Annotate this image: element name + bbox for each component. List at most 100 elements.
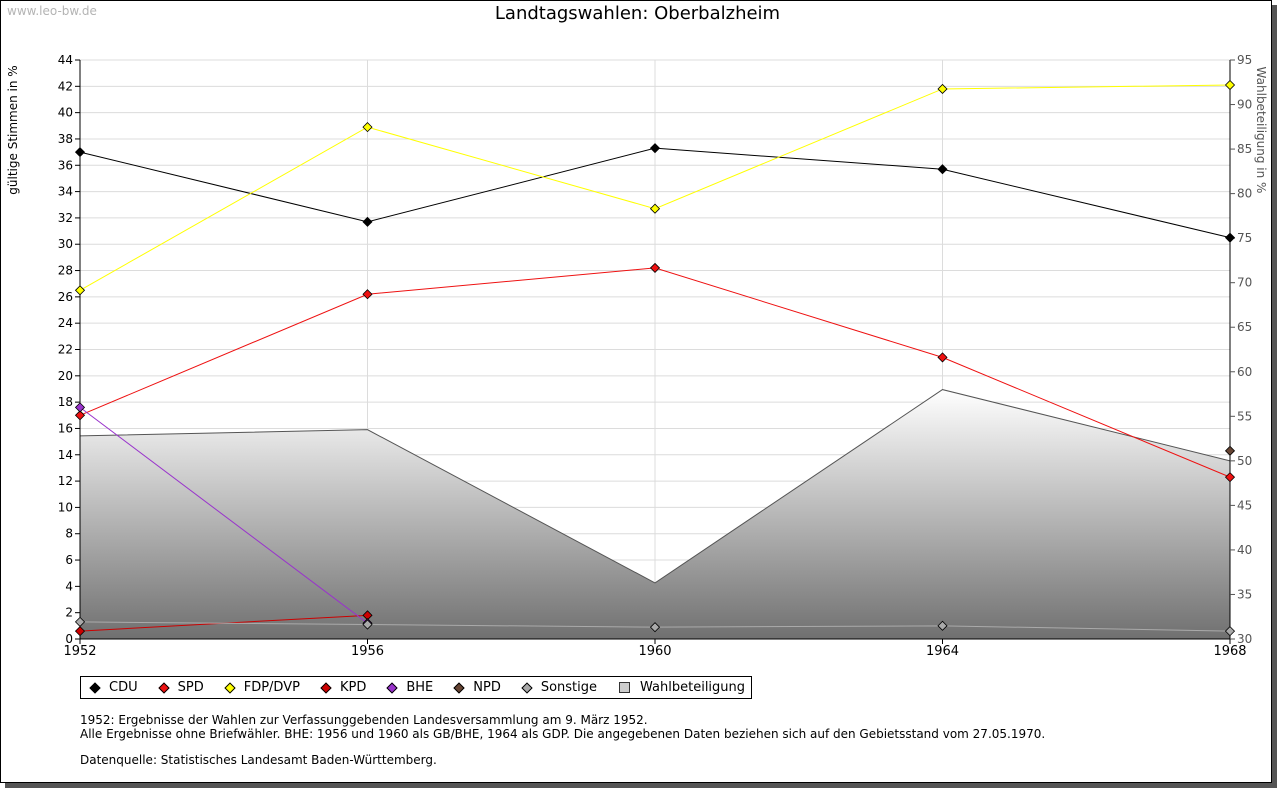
data-point-fdp-dvp bbox=[362, 122, 373, 133]
y-left-tick-label: 20 bbox=[58, 369, 73, 383]
chart-title: Landtagswahlen: Oberbalzheim bbox=[494, 3, 781, 24]
legend-marker-cdu bbox=[89, 681, 101, 694]
note-line-2: Alle Ergebnisse ohne Briefwähler. BHE: 1… bbox=[80, 727, 1046, 741]
legend-item-spd: SPD bbox=[156, 680, 204, 695]
data-point-sonstige bbox=[74, 616, 86, 627]
y-right-tick-label: 90 bbox=[1237, 98, 1252, 112]
y-right-tick-label: 85 bbox=[1237, 142, 1252, 156]
y-left-tick-label: 0 bbox=[65, 632, 73, 646]
y-right-tick-label: 70 bbox=[1237, 276, 1252, 290]
y-left-tick-label: 14 bbox=[58, 448, 73, 462]
y-left-tick-label: 22 bbox=[58, 343, 73, 357]
turnout-area bbox=[80, 389, 1230, 639]
legend-marker-kpd bbox=[320, 681, 332, 694]
legend-item-kpd: KPD bbox=[318, 680, 366, 695]
y-left-tick-label: 16 bbox=[58, 421, 73, 435]
legend-label-npd: NPD bbox=[473, 680, 501, 695]
y-right-tick-label: 35 bbox=[1237, 587, 1252, 601]
x-tick-label: 1964 bbox=[926, 644, 959, 659]
legend-label-kpd: KPD bbox=[339, 680, 367, 695]
legend-label-sonstige: Sonstige bbox=[540, 680, 598, 695]
series-line-bhe bbox=[79, 407, 368, 624]
data-point-cdu bbox=[362, 216, 373, 227]
data-point-bhe bbox=[74, 402, 86, 413]
legend-item-wahlbeteiligung: Wahlbeteiligung bbox=[615, 680, 745, 695]
y-right-tick-label: 75 bbox=[1237, 231, 1252, 245]
legend-item-npd: NPD bbox=[451, 680, 501, 695]
turnout-line bbox=[79, 389, 1231, 584]
y-left-tick-label: 42 bbox=[58, 79, 73, 93]
x-tick-label: 1952 bbox=[63, 644, 96, 659]
watermark: www.leo-bw.de bbox=[7, 4, 97, 18]
legend-label-bhe: BHE bbox=[406, 680, 434, 695]
y-left-tick-label: 24 bbox=[58, 316, 73, 330]
y-left-tick-label: 30 bbox=[58, 237, 73, 251]
chart-legend: CDU SPD FDP/DVP KPD BHE NPD Sonstige Wah… bbox=[80, 676, 753, 699]
data-point-spd bbox=[937, 352, 948, 363]
y-right-tick-label: 30 bbox=[1237, 632, 1252, 646]
y-left-tick-label: 4 bbox=[65, 579, 73, 593]
y-left-tick-label: 28 bbox=[58, 264, 73, 278]
x-tick-label: 1960 bbox=[638, 644, 671, 659]
data-point-fdp-dvp bbox=[937, 83, 948, 95]
y-left-tick-label: 40 bbox=[58, 106, 73, 120]
data-point-fdp-dvp bbox=[649, 203, 661, 214]
data-point-cdu bbox=[74, 147, 86, 158]
legend-item-fdp: FDP/DVP bbox=[222, 680, 300, 695]
legend-item-sonstige: Sonstige bbox=[519, 680, 597, 695]
y-right-tick-label: 65 bbox=[1237, 320, 1252, 334]
y-left-tick-label: 6 bbox=[65, 553, 73, 567]
note-source: Datenquelle: Statistisches Landesamt Bad… bbox=[80, 753, 437, 767]
y-left-tick-label: 2 bbox=[65, 606, 73, 620]
y-left-tick-label: 18 bbox=[58, 395, 73, 409]
y-left-tick-label: 26 bbox=[58, 290, 73, 304]
y-left-tick-label: 38 bbox=[58, 132, 73, 146]
legend-marker-spd bbox=[157, 681, 170, 694]
legend-label-fdp: FDP/DVP bbox=[243, 680, 300, 695]
y-left-tick-label: 12 bbox=[58, 474, 73, 488]
data-point-cdu bbox=[937, 164, 948, 175]
legend-item-cdu: CDU bbox=[87, 680, 138, 695]
y-right-tick-label: 55 bbox=[1237, 409, 1252, 423]
legend-marker-wahlbeteiligung bbox=[619, 682, 631, 693]
data-point-fdp-dvp bbox=[1224, 79, 1236, 91]
legend-marker-sonstige bbox=[521, 681, 533, 694]
data-point-fdp-dvp bbox=[74, 285, 86, 296]
legend-label-wahlbeteiligung: Wahlbeteiligung bbox=[640, 680, 746, 695]
data-point-sonstige bbox=[1224, 626, 1236, 637]
legend-item-bhe: BHE bbox=[384, 680, 433, 695]
data-point-cdu bbox=[1224, 232, 1236, 243]
y-left-tick-label: 34 bbox=[58, 185, 73, 199]
data-point-spd bbox=[362, 289, 373, 300]
data-point-cdu bbox=[649, 143, 661, 154]
x-tick-label: 1956 bbox=[351, 644, 384, 659]
data-point-kpd bbox=[74, 626, 86, 637]
y-left-tick-label: 44 bbox=[58, 53, 73, 67]
y-left-tick-label: 8 bbox=[65, 527, 73, 541]
y-right-tick-label: 95 bbox=[1237, 53, 1252, 67]
data-point-spd bbox=[74, 410, 86, 421]
data-point-spd bbox=[1224, 472, 1236, 483]
legend-marker-bhe bbox=[386, 681, 398, 694]
y-left-tick-label: 32 bbox=[58, 211, 73, 225]
data-point-sonstige bbox=[362, 619, 373, 630]
chart-plot: 0246810121416182022242628303234363840424… bbox=[58, 53, 1253, 659]
legend-label-cdu: CDU bbox=[109, 680, 138, 695]
y-left-tick-label: 36 bbox=[58, 158, 73, 172]
legend-marker-npd bbox=[453, 681, 465, 694]
data-point-spd bbox=[649, 262, 661, 273]
data-point-sonstige bbox=[937, 620, 948, 631]
x-tick-label: 1968 bbox=[1213, 644, 1246, 659]
data-point-sonstige bbox=[649, 622, 661, 633]
y-right-tick-label: 45 bbox=[1237, 498, 1252, 512]
chart-notes: 1952: Ergebnisse der Wahlen zur Verfassu… bbox=[80, 713, 1045, 767]
legend-marker-fdp bbox=[224, 681, 236, 694]
y-right-tick-label: 50 bbox=[1237, 454, 1252, 468]
y-right-tick-label: 80 bbox=[1237, 187, 1252, 201]
note-line-1: 1952: Ergebnisse der Wahlen zur Verfassu… bbox=[80, 713, 648, 727]
y-right-tick-label: 40 bbox=[1237, 543, 1252, 557]
y-left-tick-label: 10 bbox=[58, 500, 73, 514]
legend-label-spd: SPD bbox=[177, 680, 204, 695]
y-right-tick-label: 60 bbox=[1237, 365, 1252, 379]
